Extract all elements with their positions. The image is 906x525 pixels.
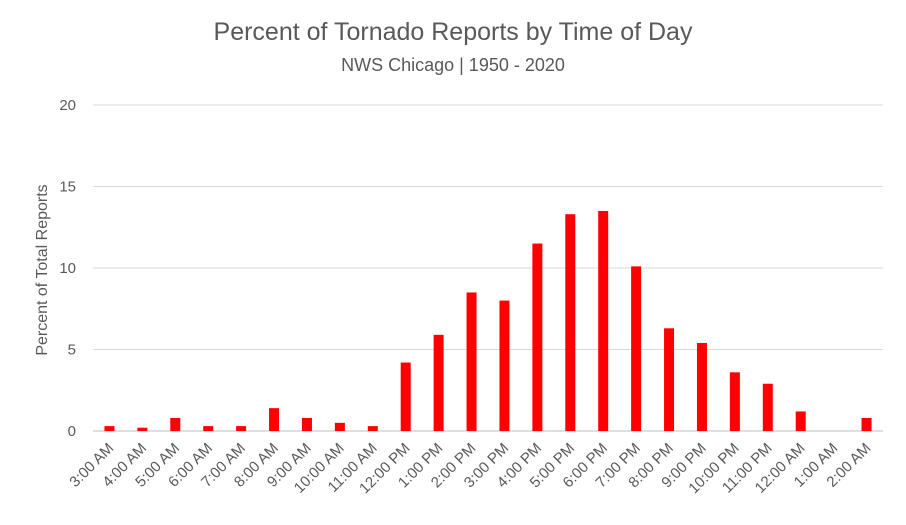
- bar: [565, 214, 576, 431]
- bar: [400, 362, 411, 431]
- y-axis-title: Percent of Total Reports: [34, 184, 51, 355]
- bar: [664, 328, 675, 431]
- y-tick-label: 20: [59, 97, 76, 114]
- chart-title: Percent of Tornado Reports by Time of Da…: [213, 18, 693, 46]
- bar: [466, 292, 477, 431]
- bar: [598, 210, 609, 431]
- bar: [729, 372, 740, 431]
- bar: [301, 417, 312, 431]
- y-tick-label: 10: [59, 260, 76, 277]
- y-tick-label: 0: [68, 423, 76, 440]
- bar: [104, 426, 115, 431]
- bar: [203, 426, 214, 431]
- y-tick-label: 15: [59, 179, 76, 196]
- bar: [631, 266, 642, 431]
- bar: [499, 300, 510, 431]
- bar: [762, 383, 773, 431]
- bar: [795, 411, 806, 431]
- bar: [861, 417, 872, 431]
- bar: [137, 427, 148, 431]
- bar: [433, 334, 444, 431]
- bar: [532, 243, 543, 431]
- bar: [269, 408, 280, 431]
- y-tick-label: 5: [68, 342, 76, 359]
- bar: [334, 422, 345, 431]
- chart-subtitle: NWS Chicago | 1950 - 2020: [341, 55, 565, 75]
- bar: [236, 426, 247, 431]
- bar: [367, 426, 378, 431]
- bar: [696, 342, 707, 431]
- bar: [170, 417, 181, 431]
